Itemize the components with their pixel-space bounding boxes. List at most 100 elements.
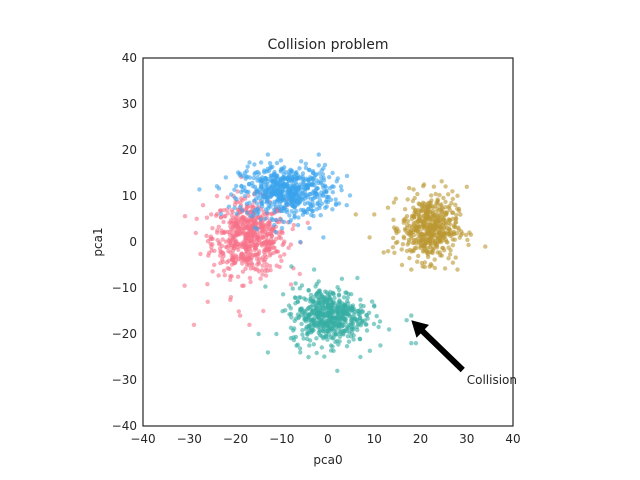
- data-point: [275, 189, 280, 194]
- data-point: [325, 298, 330, 303]
- data-point: [419, 242, 425, 248]
- data-point: [298, 239, 303, 245]
- data-point: [433, 209, 439, 214]
- data-point: [209, 212, 214, 217]
- data-point: [225, 266, 230, 271]
- data-point: [324, 310, 330, 315]
- data-point: [292, 295, 298, 300]
- data-point: [232, 205, 237, 211]
- data-point: [290, 226, 295, 232]
- data-point: [447, 204, 452, 209]
- data-point: [419, 231, 424, 237]
- data-point: [221, 253, 226, 259]
- data-point: [313, 284, 318, 289]
- data-point: [252, 231, 257, 236]
- data-point: [409, 216, 414, 222]
- x-tick-label: 30: [459, 432, 474, 446]
- data-point: [431, 205, 436, 210]
- data-point: [246, 193, 251, 198]
- data-point: [378, 343, 383, 348]
- data-point: [308, 196, 314, 202]
- data-point: [208, 234, 213, 239]
- data-point: [335, 338, 340, 344]
- data-point: [412, 226, 417, 231]
- data-point: [355, 275, 360, 281]
- data-point: [441, 221, 446, 226]
- data-point: [233, 233, 239, 238]
- axes-frame: [142, 57, 514, 427]
- data-point: [295, 342, 300, 347]
- data-point: [341, 295, 347, 300]
- data-point: [293, 334, 299, 340]
- data-point: [409, 267, 414, 272]
- data-point: [313, 304, 318, 309]
- data-point: [310, 308, 316, 313]
- data-point: [281, 241, 286, 246]
- data-point: [341, 304, 346, 309]
- data-point: [272, 209, 278, 215]
- data-point: [344, 290, 349, 295]
- data-point: [358, 307, 363, 312]
- data-point: [429, 193, 434, 198]
- data-point: [298, 295, 303, 300]
- data-point: [344, 344, 350, 349]
- data-point: [399, 262, 405, 268]
- data-point: [288, 282, 294, 287]
- data-point: [237, 204, 243, 210]
- data-point: [291, 198, 296, 203]
- data-point: [329, 302, 334, 308]
- data-point: [267, 161, 273, 166]
- data-point: [240, 208, 245, 213]
- data-point: [297, 166, 302, 171]
- data-point: [235, 274, 241, 279]
- data-point: [335, 317, 341, 322]
- y-tick-label: 30: [122, 97, 137, 111]
- data-point: [247, 160, 252, 165]
- data-point: [225, 211, 230, 216]
- data-point: [288, 325, 294, 330]
- y-tick-label: −20: [112, 327, 137, 341]
- data-point: [242, 244, 247, 249]
- data-point: [255, 267, 260, 272]
- data-point: [296, 215, 301, 220]
- data-point: [243, 266, 248, 271]
- data-point: [297, 200, 302, 205]
- data-point: [335, 285, 340, 290]
- data-point: [309, 212, 314, 218]
- data-point: [271, 239, 276, 244]
- data-point: [319, 175, 324, 180]
- data-point: [245, 231, 250, 237]
- data-point: [312, 183, 317, 188]
- data-point: [247, 322, 252, 327]
- data-point: [345, 295, 350, 300]
- data-point: [306, 354, 311, 360]
- data-point: [193, 230, 198, 236]
- data-point: [250, 180, 255, 186]
- data-point: [413, 208, 418, 213]
- data-point: [483, 244, 488, 249]
- data-point: [194, 216, 199, 221]
- data-point: [405, 222, 410, 228]
- data-point: [355, 327, 360, 333]
- data-point: [341, 332, 346, 337]
- data-point: [291, 222, 297, 228]
- data-point: [431, 217, 436, 222]
- data-point: [307, 226, 312, 231]
- data-point: [338, 184, 344, 189]
- scatter-series: [353, 179, 488, 272]
- data-point: [405, 242, 410, 247]
- data-point: [299, 321, 304, 327]
- data-point: [269, 216, 274, 221]
- data-point: [354, 317, 359, 322]
- data-point: [274, 263, 279, 268]
- data-point: [452, 231, 457, 237]
- data-point: [343, 309, 348, 314]
- scatter-points: [182, 152, 488, 373]
- data-point: [439, 179, 444, 184]
- data-point: [263, 216, 268, 221]
- data-point: [432, 239, 437, 244]
- data-point: [260, 263, 265, 268]
- data-point: [200, 203, 206, 208]
- data-point: [226, 243, 232, 248]
- data-point: [247, 200, 252, 205]
